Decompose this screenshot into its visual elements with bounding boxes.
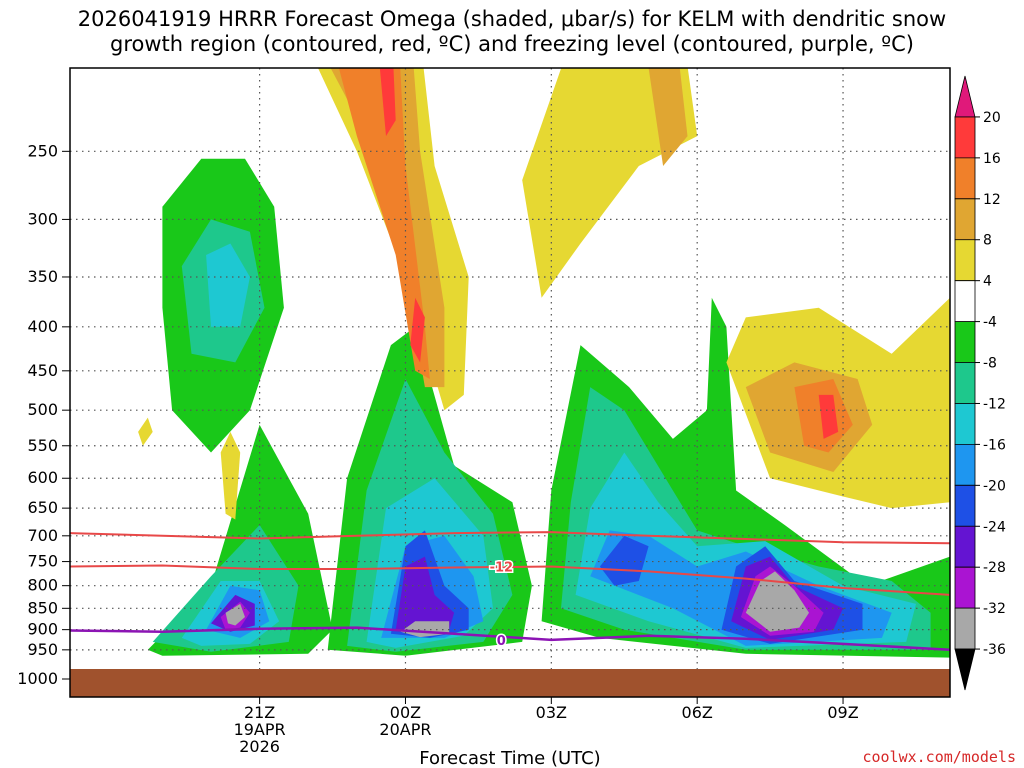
omega-area-9 — [225, 603, 245, 626]
y-tick-label-800: 800 — [27, 576, 58, 595]
colorbar-label-1: 16 — [983, 151, 1001, 167]
omega-area-5 — [206, 243, 250, 327]
colorbar-swatch-9 — [954, 443, 976, 486]
y-tick-label-600: 600 — [27, 468, 58, 487]
chart-subtitle: growth region (contoured, red, ºC) and f… — [110, 32, 914, 56]
colorbar-label-2: 12 — [983, 192, 1001, 208]
colorbar-swatch-3 — [954, 198, 976, 241]
omega-shading — [138, 68, 950, 658]
x-tick-label-06Z-1: 06Z — [682, 703, 713, 722]
colorbar-label-10: -24 — [983, 519, 1006, 535]
freezing-level-line-label: 0 — [497, 634, 506, 649]
colorbar-label-11: -28 — [983, 560, 1006, 576]
y-tick-label-350: 350 — [27, 267, 58, 286]
y-axis: 250 300 350 400 450 500 550 600 650 700 750 800 850 9… — [17, 141, 70, 688]
y-tick-label-850: 850 — [27, 598, 58, 617]
y-tick-label-250: 250 — [27, 141, 58, 160]
colorbar-label-0: 20 — [983, 110, 1001, 126]
dgz-line-0 — [70, 531, 950, 545]
y-tick-label-400: 400 — [27, 317, 58, 336]
colorbar: 20 16 12 8 4 -4 -8 -12 -16 -20 -24 -28 -32 -36 — [954, 75, 1006, 691]
x-tick-label-09Z-1: 09Z — [827, 703, 858, 722]
colorbar-swatch-1 — [954, 116, 976, 159]
x-tick-label-21Z-2: 19APR — [234, 720, 286, 739]
gridlines — [70, 68, 950, 669]
y-tick-label-450: 450 — [27, 361, 58, 380]
y-tick-label-700: 700 — [27, 526, 58, 545]
y-tick-label-300: 300 — [27, 209, 58, 228]
colorbar-swatch-13 — [954, 607, 976, 650]
omega-area-31 — [522, 68, 698, 298]
y-tick-label-1000: 1000 — [17, 669, 58, 688]
chart-title: 2026041919 HRRR Forecast Omega (shaded, … — [78, 7, 946, 31]
y-tick-label-750: 750 — [27, 552, 58, 571]
x-tick-label-00Z-2: 20APR — [379, 720, 431, 739]
omega-area-36 — [818, 394, 839, 439]
plot-frame — [69, 67, 951, 698]
y-tick-label-900: 900 — [27, 620, 58, 639]
colorbar-swatch-6 — [954, 321, 976, 363]
colorbar-swatch-11 — [954, 525, 976, 568]
x-tick-label-21Z-1: 21Z — [244, 703, 275, 722]
colorbar-swatch-4 — [954, 239, 976, 282]
omega-area-37 — [220, 431, 241, 520]
colorbar-swatch-2 — [954, 157, 976, 200]
colorbar-label-13: -36 — [983, 642, 1006, 658]
colorbar-swatch-5 — [954, 280, 976, 323]
omega-area-21 — [599, 535, 649, 586]
x-tick-label-03Z-1: 03Z — [536, 703, 567, 722]
colorbar-swatch-10 — [954, 484, 976, 527]
x-tick-label-00Z-1: 00Z — [390, 703, 421, 722]
omega-area-38 — [138, 417, 153, 446]
y-tick-label-500: 500 — [27, 400, 58, 419]
colorbar-label-12: -32 — [983, 601, 1006, 617]
omega-area-32 — [648, 68, 688, 166]
colorbar-label-5: -4 — [983, 315, 997, 331]
y-tick-label-650: 650 — [27, 498, 58, 517]
colorbar-label-3: 8 — [983, 233, 992, 249]
dgz-line-1 — [70, 564, 950, 596]
y-tick-label-950: 950 — [27, 640, 58, 659]
colorbar-label-9: -20 — [983, 478, 1006, 494]
colorbar-swatch-12 — [954, 566, 976, 609]
credit-text: coolwx.com/models — [862, 748, 1016, 766]
colorbar-swatch-7 — [954, 362, 976, 404]
colorbar-label-4: 4 — [983, 274, 992, 290]
x-axis-label: Forecast Time (UTC) — [419, 748, 600, 768]
omega-area-15 — [395, 556, 455, 636]
omega-area-28 — [338, 68, 430, 379]
ground-surface — [70, 669, 950, 697]
omega-area-29 — [379, 68, 396, 137]
y-tick-label-550: 550 — [27, 436, 58, 455]
colorbar-label-6: -8 — [983, 356, 997, 372]
colorbar-swatch-14 — [954, 648, 976, 691]
omega-area-30 — [410, 297, 425, 363]
colorbar-swatch-8 — [954, 403, 976, 445]
freezing-level-line — [70, 626, 950, 652]
omega-area-25 — [745, 571, 809, 632]
dgz-line-1-label: -12 — [490, 561, 514, 576]
contour-lines: -12 0 — [70, 531, 950, 652]
colorbar-label-8: -16 — [983, 437, 1006, 453]
x-tick-label-21Z-3: 2026 — [239, 737, 280, 756]
colorbar-label-7: -12 — [983, 396, 1006, 412]
